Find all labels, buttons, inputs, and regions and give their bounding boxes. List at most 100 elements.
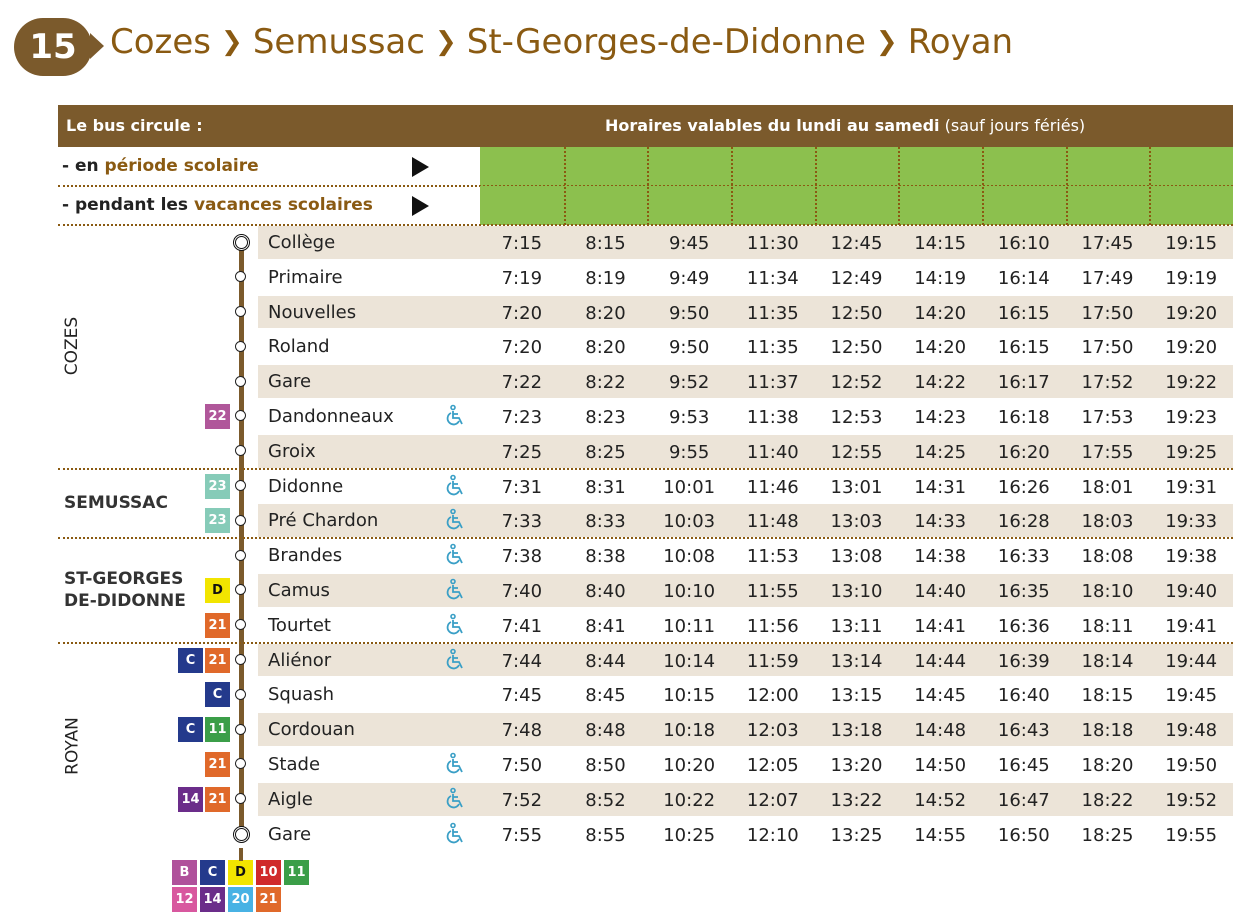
stop-dot <box>233 234 250 252</box>
stop-dot <box>235 445 246 457</box>
departure-time: 14:23 <box>914 407 967 428</box>
departure-time: 16:17 <box>997 372 1050 394</box>
departure-time: 8:55 <box>585 824 626 846</box>
connection-badge: 14 <box>178 786 203 812</box>
departure-time: 19:15 <box>1165 233 1218 254</box>
left-title: Le bus circule : <box>66 116 203 135</box>
departure-time: 7:25 <box>501 441 543 463</box>
period-prefix: - en <box>62 156 99 176</box>
dotted-line <box>1065 147 1068 225</box>
route-stop: Royan <box>907 22 1014 62</box>
zone-separator <box>58 641 1233 644</box>
departure-time: 9:45 <box>668 233 710 254</box>
connection-badge: B <box>172 860 197 885</box>
accessible-icon <box>444 752 468 776</box>
departure-time: 14:45 <box>914 685 967 707</box>
departure-time: 13:18 <box>830 720 883 742</box>
departure-time: 8:20 <box>585 302 626 324</box>
departure-time: 11:56 <box>746 615 799 637</box>
departure-time: 7:50 <box>501 755 543 776</box>
connection-badge: 12 <box>172 887 197 912</box>
departure-time: 12:55 <box>830 441 883 463</box>
departure-time: 17:50 <box>1081 302 1134 324</box>
departure-time: 8:33 <box>585 511 626 533</box>
zone-name: ROYAN <box>62 717 83 775</box>
play-arrow <box>412 157 429 177</box>
departure-time: 7:22 <box>501 372 543 394</box>
connection-badge: 21 <box>205 786 230 812</box>
departure-time: 16:45 <box>997 755 1050 776</box>
departure-time: 14:19 <box>914 267 967 289</box>
departure-time: 19:52 <box>1165 789 1218 811</box>
departure-time: 10:18 <box>663 720 716 742</box>
stop-name: Didonne <box>268 475 344 497</box>
departure-time: 14:50 <box>914 755 967 776</box>
departure-time: 16:35 <box>997 581 1050 602</box>
departure-time: 11:46 <box>746 476 799 498</box>
departure-time: 14:44 <box>914 650 967 672</box>
departure-time: 16:40 <box>997 685 1050 707</box>
connection-badge: 22 <box>205 404 230 429</box>
connection-badge: 20 <box>228 887 253 912</box>
departure-time: 12:49 <box>830 267 883 289</box>
departure-time: 14:25 <box>914 441 967 463</box>
zone-name: DE-DIDONNE <box>64 591 186 612</box>
departure-time: 8:31 <box>585 476 626 498</box>
stop-name: Roland <box>268 336 330 358</box>
period-cells <box>480 147 1233 186</box>
departure-time: 13:08 <box>830 546 883 568</box>
row-shade <box>258 713 1233 746</box>
departure-time: 8:38 <box>585 546 626 568</box>
departure-time: 11:55 <box>746 581 799 602</box>
dotted-line <box>814 147 817 225</box>
zone-name: COZES <box>62 316 82 376</box>
departure-time: 7:48 <box>501 720 543 742</box>
table-header <box>58 105 1233 147</box>
departure-time: 19:20 <box>1165 337 1218 359</box>
departure-time: 8:19 <box>585 267 626 289</box>
departure-time: 11:35 <box>746 302 799 324</box>
departure-time: 17:45 <box>1081 233 1134 254</box>
stop-name: Primaire <box>268 266 343 288</box>
connection-badge: 23 <box>205 473 230 499</box>
departure-time: 16:18 <box>997 407 1050 428</box>
stop-dot <box>235 375 246 387</box>
accessible-icon <box>444 578 468 602</box>
stop-name: Groix <box>268 440 316 462</box>
departure-time: 19:33 <box>1165 511 1218 533</box>
departure-time: 9:53 <box>668 407 710 428</box>
dotted-line <box>1149 147 1152 225</box>
stop-name: Cordouan <box>268 719 355 741</box>
departure-time: 17:49 <box>1081 267 1134 289</box>
validity: Horaires valables du lundi au samedi <box>605 116 940 135</box>
departure-time: 16:33 <box>997 546 1050 568</box>
stop-dot <box>235 306 246 317</box>
row-shade <box>258 504 1233 538</box>
stop-name: Squash <box>268 684 335 706</box>
stop-dot <box>235 793 246 805</box>
accessible-icon <box>444 787 468 811</box>
connection-badge: 21 <box>205 752 230 777</box>
period: - en période scolaire <box>62 156 259 176</box>
stop-name: Collège <box>268 232 336 253</box>
departure-time: 17:53 <box>1081 407 1134 428</box>
departure-time: 7:31 <box>501 476 543 498</box>
connection-badge: 10 <box>256 860 281 885</box>
dotted-line <box>982 147 984 225</box>
wheelchair <box>446 648 463 669</box>
departure-time: 14:15 <box>914 233 967 254</box>
departure-time: 16:28 <box>997 511 1050 533</box>
departure-time: 14:55 <box>914 824 967 846</box>
wheelchair <box>446 787 463 809</box>
zone-separator <box>58 537 1233 540</box>
stop-name: Pré Chardon <box>268 510 379 532</box>
departure-time: 12:00 <box>746 685 799 707</box>
wheelchair <box>446 578 463 600</box>
departure-time: 18:08 <box>1081 546 1134 568</box>
departure-time: 19:41 <box>1165 615 1218 637</box>
departure-time: 10:10 <box>663 581 716 602</box>
stop-name: Aliénor <box>268 649 332 671</box>
departure-time: 8:45 <box>585 685 626 707</box>
zone-separator <box>58 467 1233 470</box>
connection-badge: 21 <box>205 647 230 673</box>
